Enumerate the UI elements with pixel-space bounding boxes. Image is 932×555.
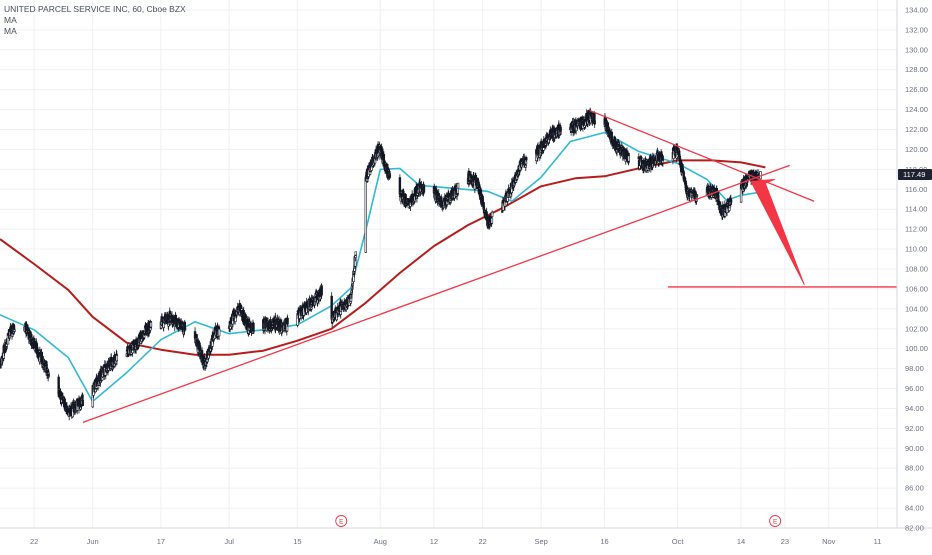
- candle-body: [618, 143, 621, 147]
- candle-body: [422, 185, 426, 193]
- y-tick-label[interactable]: 104.00: [905, 304, 928, 313]
- candle-body: [115, 355, 119, 362]
- x-tick-label[interactable]: Jun: [87, 537, 99, 546]
- y-tick-label[interactable]: 116.00: [905, 185, 927, 194]
- y-tick-label[interactable]: 84.00: [905, 504, 924, 513]
- y-tick-label[interactable]: 130.00: [905, 45, 928, 54]
- x-tick-label[interactable]: 22: [30, 537, 38, 546]
- candle-body: [47, 373, 50, 377]
- x-tick-label[interactable]: Nov: [822, 537, 836, 546]
- candle-body: [142, 334, 146, 338]
- candle-body: [81, 399, 84, 406]
- candle-body: [759, 171, 762, 179]
- x-tick-label[interactable]: Sep: [534, 537, 547, 546]
- y-tick-label[interactable]: 122.00: [905, 125, 928, 134]
- x-tick-label[interactable]: 15: [293, 537, 301, 546]
- indicator-ma-fast-label[interactable]: MA: [4, 15, 17, 25]
- x-tick-label[interactable]: Aug: [374, 537, 387, 546]
- candle-body: [388, 174, 392, 178]
- y-tick-label[interactable]: 126.00: [905, 85, 928, 94]
- x-tick-label[interactable]: 23: [781, 537, 789, 546]
- chart-legend: UNITED PARCEL SERVICE INC, 60, Cboe BZX …: [4, 4, 186, 37]
- y-tick-label[interactable]: 134.00: [905, 5, 928, 14]
- y-tick-label[interactable]: 82.00: [905, 524, 924, 533]
- candle-body: [593, 120, 596, 125]
- y-tick-label[interactable]: 86.00: [905, 484, 924, 493]
- candle-body: [217, 328, 221, 337]
- candle-body: [354, 251, 357, 256]
- x-tick-label[interactable]: 22: [478, 537, 486, 546]
- y-tick-label[interactable]: 124.00: [905, 105, 928, 114]
- candle-body: [183, 321, 186, 329]
- y-tick-label[interactable]: 128.00: [905, 65, 928, 74]
- candle-body: [661, 160, 665, 164]
- y-tick-label[interactable]: 94.00: [905, 404, 924, 413]
- candle-body: [490, 211, 494, 217]
- candle-body: [729, 199, 733, 203]
- candle-body: [364, 177, 367, 253]
- candle-body: [490, 217, 494, 224]
- y-tick-label[interactable]: 132.00: [905, 25, 928, 34]
- y-tick-label[interactable]: 108.00: [905, 264, 928, 273]
- chart-title: UNITED PARCEL SERVICE INC, 60, Cboe BZX: [4, 4, 186, 14]
- candle-body: [717, 195, 720, 199]
- candle-body: [695, 194, 699, 197]
- candle-body: [183, 327, 187, 331]
- candle-body: [13, 329, 16, 332]
- y-tick-label[interactable]: 106.00: [905, 284, 928, 293]
- x-tick-label[interactable]: 12: [430, 537, 438, 546]
- y-tick-label[interactable]: 110.00: [905, 245, 927, 254]
- candle-body: [456, 182, 460, 189]
- candle-body: [65, 405, 69, 408]
- x-tick-label[interactable]: Jul: [224, 537, 234, 546]
- y-tick-label[interactable]: 102.00: [905, 324, 928, 333]
- y-tick-label[interactable]: 120.00: [905, 145, 928, 154]
- candle-body: [81, 394, 84, 399]
- y-tick-label[interactable]: 98.00: [905, 364, 924, 373]
- candle-body: [368, 171, 372, 175]
- x-tick-label[interactable]: 11: [874, 537, 882, 546]
- candle-body: [627, 155, 630, 162]
- indicator-ma-slow-label[interactable]: MA: [4, 26, 17, 36]
- candle-body: [524, 165, 527, 168]
- y-tick-label[interactable]: 112.00: [905, 225, 927, 234]
- last-price-tag-group: 117.49: [898, 168, 932, 180]
- candle-body: [339, 310, 342, 315]
- y-tick-label[interactable]: 100.00: [905, 344, 928, 353]
- y-tick-label[interactable]: 88.00: [905, 464, 924, 473]
- candle-body: [525, 157, 528, 161]
- candle-body: [559, 126, 562, 132]
- x-tick-label[interactable]: 14: [737, 537, 745, 546]
- y-tick-label[interactable]: 92.00: [905, 424, 924, 433]
- candle-body: [488, 224, 492, 227]
- earnings-event-label: E: [339, 519, 344, 526]
- y-tick-label[interactable]: 96.00: [905, 384, 924, 393]
- x-tick-label[interactable]: Oct: [672, 537, 685, 546]
- last-price-value: 117.49: [903, 170, 925, 179]
- candle-body: [149, 322, 153, 328]
- candle-body: [349, 297, 353, 302]
- y-tick-label[interactable]: 90.00: [905, 444, 924, 453]
- x-tick-label[interactable]: 16: [600, 537, 608, 546]
- x-tick-label[interactable]: 17: [157, 537, 165, 546]
- candle-body: [286, 317, 289, 325]
- y-tick-label[interactable]: 114.00: [905, 205, 927, 214]
- candle-body: [320, 286, 323, 296]
- earnings-event-label: E: [773, 519, 778, 526]
- candles: [0, 107, 762, 421]
- candle-body: [142, 337, 146, 340]
- candle-body: [252, 322, 255, 332]
